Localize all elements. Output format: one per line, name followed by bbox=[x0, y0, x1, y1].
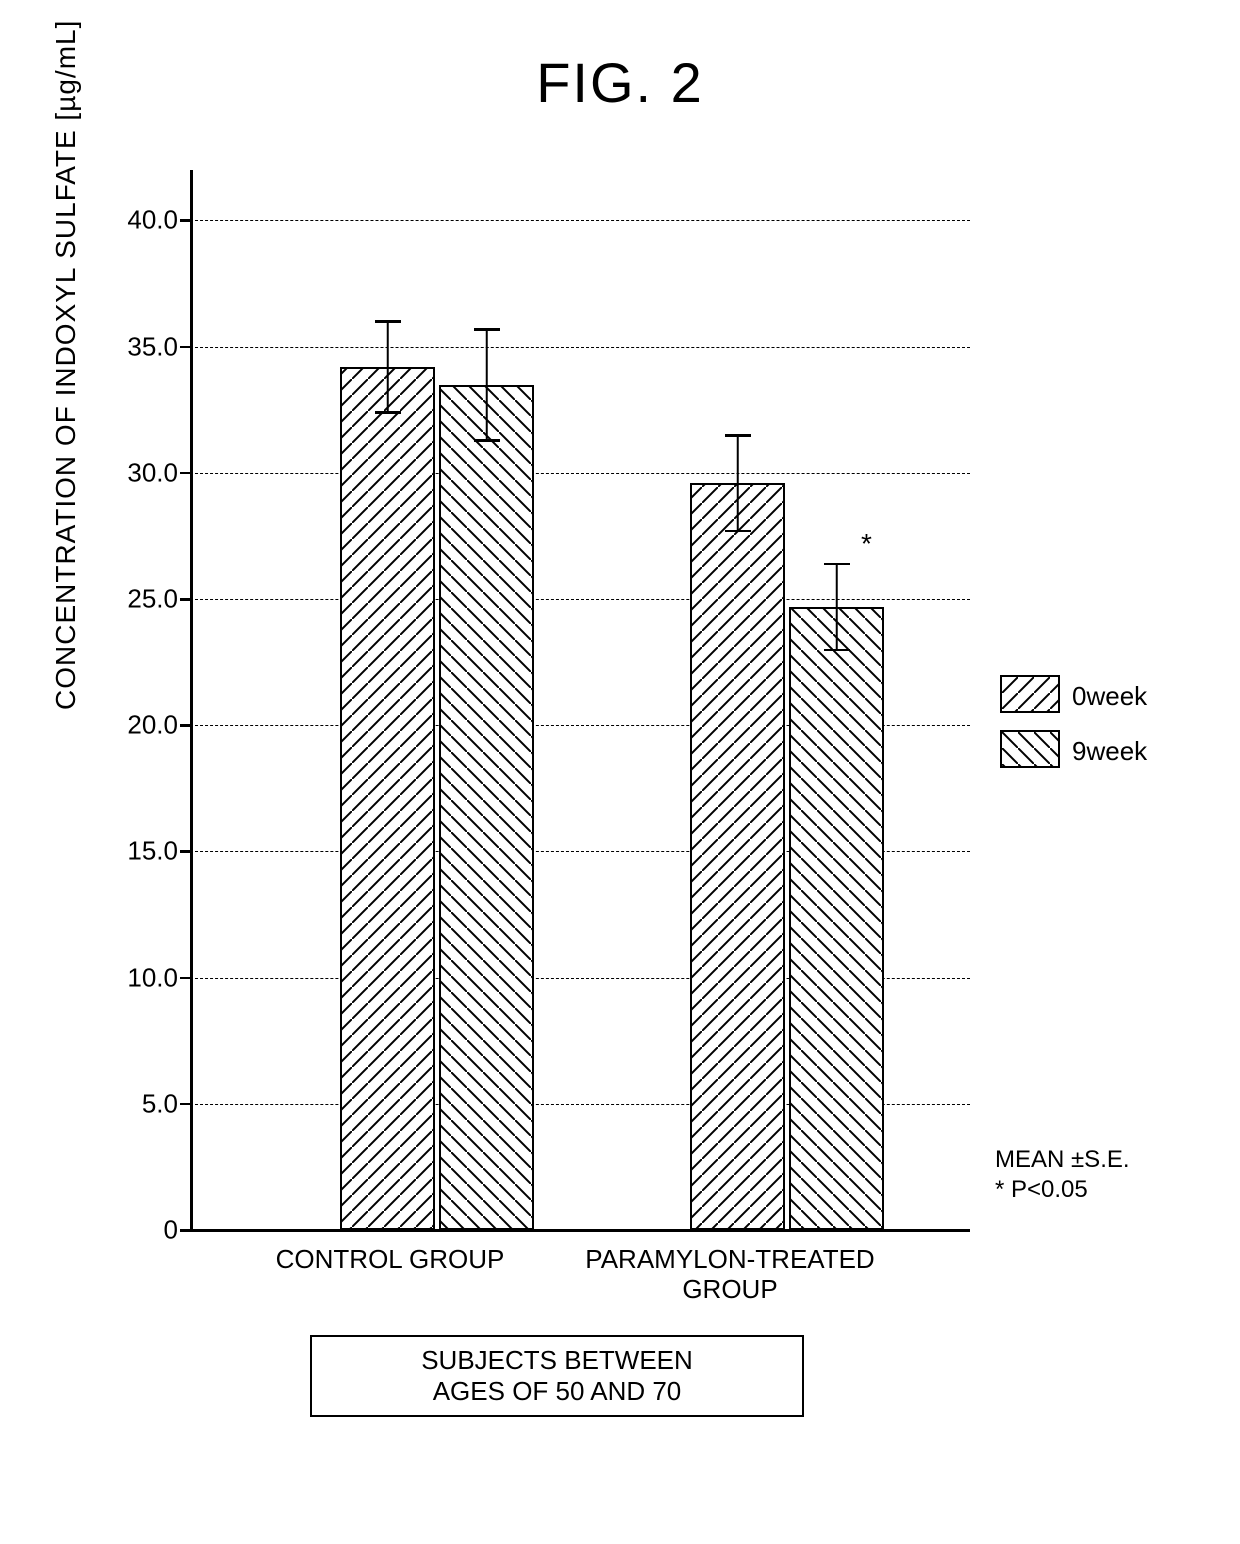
y-tick-label: 40.0 bbox=[98, 205, 178, 236]
y-tick bbox=[180, 1103, 190, 1106]
error-bar bbox=[835, 564, 838, 650]
stats-line-1: MEAN ±S.E. bbox=[995, 1145, 1130, 1175]
error-cap bbox=[725, 530, 751, 533]
bar-control-group-0week bbox=[340, 367, 435, 1230]
y-axis-label: CONCENTRATION OF INDOXYL SULFATE [µg/mL] bbox=[50, 20, 82, 710]
x-group-label-paramylon: PARAMYLON-TREATEDGROUP bbox=[550, 1245, 910, 1305]
error-cap bbox=[824, 649, 850, 652]
error-cap bbox=[474, 439, 500, 442]
gridline bbox=[190, 473, 970, 474]
chart: CONCENTRATION OF INDOXYL SULFATE [µg/mL]… bbox=[60, 160, 1180, 1470]
y-axis bbox=[190, 170, 193, 1230]
y-tick-label: 25.0 bbox=[98, 584, 178, 615]
y-tick bbox=[180, 977, 190, 980]
y-tick bbox=[180, 219, 190, 222]
gridline bbox=[190, 599, 970, 600]
y-tick-label: 20.0 bbox=[98, 710, 178, 741]
y-tick-label: 5.0 bbox=[98, 1088, 178, 1119]
error-bar bbox=[736, 435, 739, 531]
page: FIG. 2 CONCENTRATION OF INDOXYL SULFATE … bbox=[0, 0, 1240, 1544]
legend-swatch-0week bbox=[1000, 675, 1060, 713]
error-cap bbox=[375, 411, 401, 414]
gridline bbox=[190, 347, 970, 348]
error-cap bbox=[474, 328, 500, 331]
legend-label-0week: 0week bbox=[1072, 681, 1147, 712]
error-cap bbox=[824, 563, 850, 566]
stats-annotation: MEAN ±S.E. * P<0.05 bbox=[995, 1145, 1130, 1205]
legend-label-9week: 9week bbox=[1072, 736, 1147, 767]
error-bar bbox=[485, 329, 488, 440]
subtitle-box: SUBJECTS BETWEENAGES OF 50 AND 70 bbox=[310, 1335, 804, 1417]
y-tick bbox=[180, 472, 190, 475]
y-tick bbox=[180, 1229, 190, 1232]
gridline bbox=[190, 220, 970, 221]
x-group-label-control: CONTROL GROUP bbox=[245, 1245, 535, 1275]
y-tick-label: 0 bbox=[98, 1215, 178, 1246]
bar-paramylon-treated-9week bbox=[789, 607, 884, 1230]
error-cap bbox=[375, 320, 401, 323]
y-tick-label: 30.0 bbox=[98, 457, 178, 488]
y-tick-label: 35.0 bbox=[98, 331, 178, 362]
legend-swatch-9week bbox=[1000, 730, 1060, 768]
error-bar bbox=[386, 321, 389, 412]
y-tick bbox=[180, 346, 190, 349]
plot-area: 05.010.015.020.025.030.035.040.0* bbox=[190, 170, 970, 1230]
error-cap bbox=[725, 434, 751, 437]
y-tick bbox=[180, 598, 190, 601]
y-tick bbox=[180, 850, 190, 853]
bar-control-group-9week bbox=[439, 385, 534, 1230]
y-tick-label: 15.0 bbox=[98, 836, 178, 867]
bar-paramylon-treated-0week bbox=[690, 483, 785, 1230]
stats-line-2: * P<0.05 bbox=[995, 1175, 1130, 1205]
y-tick bbox=[180, 724, 190, 727]
significance-marker: * bbox=[861, 528, 872, 560]
y-tick-label: 10.0 bbox=[98, 962, 178, 993]
figure-title: FIG. 2 bbox=[0, 50, 1240, 115]
